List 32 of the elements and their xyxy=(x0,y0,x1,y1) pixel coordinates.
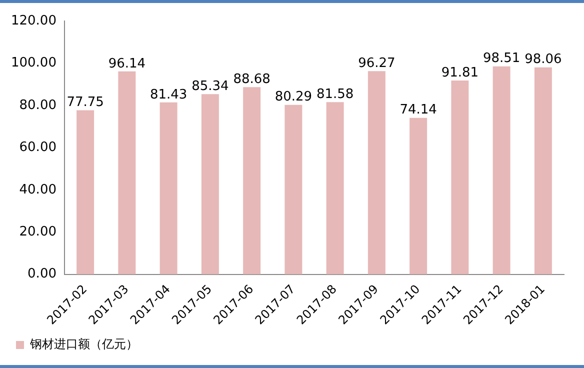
data-label: 88.68 xyxy=(233,72,270,88)
data-label: 74.14 xyxy=(400,102,437,118)
data-label: 81.43 xyxy=(150,87,188,102)
y-tick-label: 120.00 xyxy=(10,13,56,28)
y-tick-label: 100.00 xyxy=(10,56,56,71)
data-label: 80.29 xyxy=(274,90,312,105)
legend-label: 钢材进口额（亿元） xyxy=(29,337,138,352)
y-tick-label: 0.00 xyxy=(28,266,56,282)
y-tick-label: 40.00 xyxy=(19,182,56,198)
bar xyxy=(284,104,302,274)
bar xyxy=(76,110,94,274)
y-tick-label: 20.00 xyxy=(19,224,56,240)
bar xyxy=(118,71,136,274)
bar xyxy=(160,102,178,274)
bar xyxy=(451,80,469,274)
data-label: 98.06 xyxy=(524,52,562,68)
bar xyxy=(326,102,344,274)
data-label: 77.75 xyxy=(66,95,104,110)
bar xyxy=(492,66,510,274)
bar xyxy=(243,87,261,274)
bar xyxy=(368,71,386,274)
y-tick-label: 80.00 xyxy=(19,98,56,113)
data-label: 96.27 xyxy=(358,56,396,71)
data-label: 98.51 xyxy=(482,51,520,66)
y-tick-label: 60.00 xyxy=(19,140,56,156)
data-label: 91.81 xyxy=(441,65,479,80)
bar xyxy=(410,118,428,274)
bar xyxy=(534,67,552,274)
data-label: 96.14 xyxy=(108,56,146,72)
data-label: 81.58 xyxy=(316,86,354,102)
bar xyxy=(201,94,219,274)
data-label: 85.34 xyxy=(192,79,229,94)
